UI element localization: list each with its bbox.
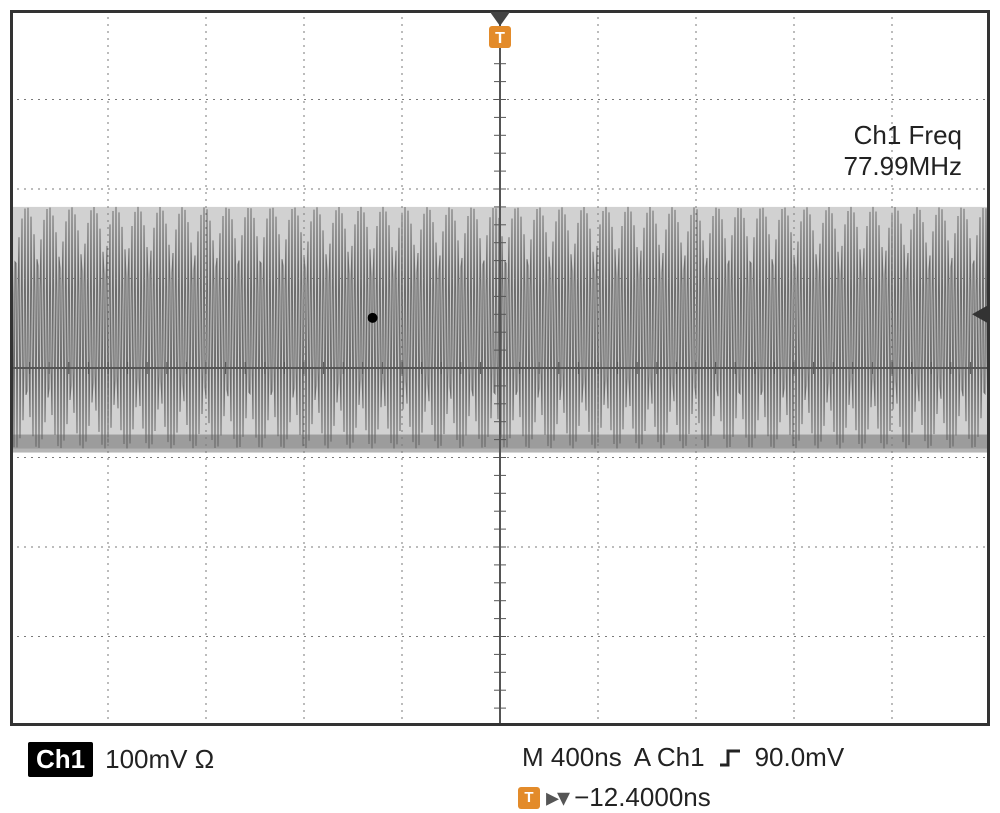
channel-badge: Ch1	[28, 742, 93, 777]
trigger-position-icon: T	[518, 787, 540, 809]
delay-arrows-icon: ▸▾	[546, 782, 568, 813]
trigger-level-label: 90.0mV	[755, 742, 845, 773]
trigger-edge-icon	[717, 745, 743, 771]
timebase-label: M 400ns	[522, 742, 622, 773]
trigger-delay-readout: T ▸▾ −12.4000ns	[518, 782, 711, 813]
measurement-readout: Ch1 Freq 77.99MHz	[844, 120, 963, 182]
trigger-source-label: A Ch1	[634, 742, 705, 773]
vertical-scale-label: 100mV Ω	[105, 744, 214, 775]
svg-text:T: T	[495, 30, 505, 47]
trigger-delay-value: −12.4000ns	[574, 782, 711, 813]
channel-scale-bar: Ch1 100mV Ω	[28, 742, 214, 777]
timebase-trigger-bar: M 400ns A Ch1 90.0mV	[522, 742, 844, 773]
oscilloscope-screenshot: T Ch1 Freq 77.99MHz Ch1 100mV Ω M 400ns …	[0, 0, 1000, 808]
oscilloscope-plot: T	[10, 10, 990, 726]
